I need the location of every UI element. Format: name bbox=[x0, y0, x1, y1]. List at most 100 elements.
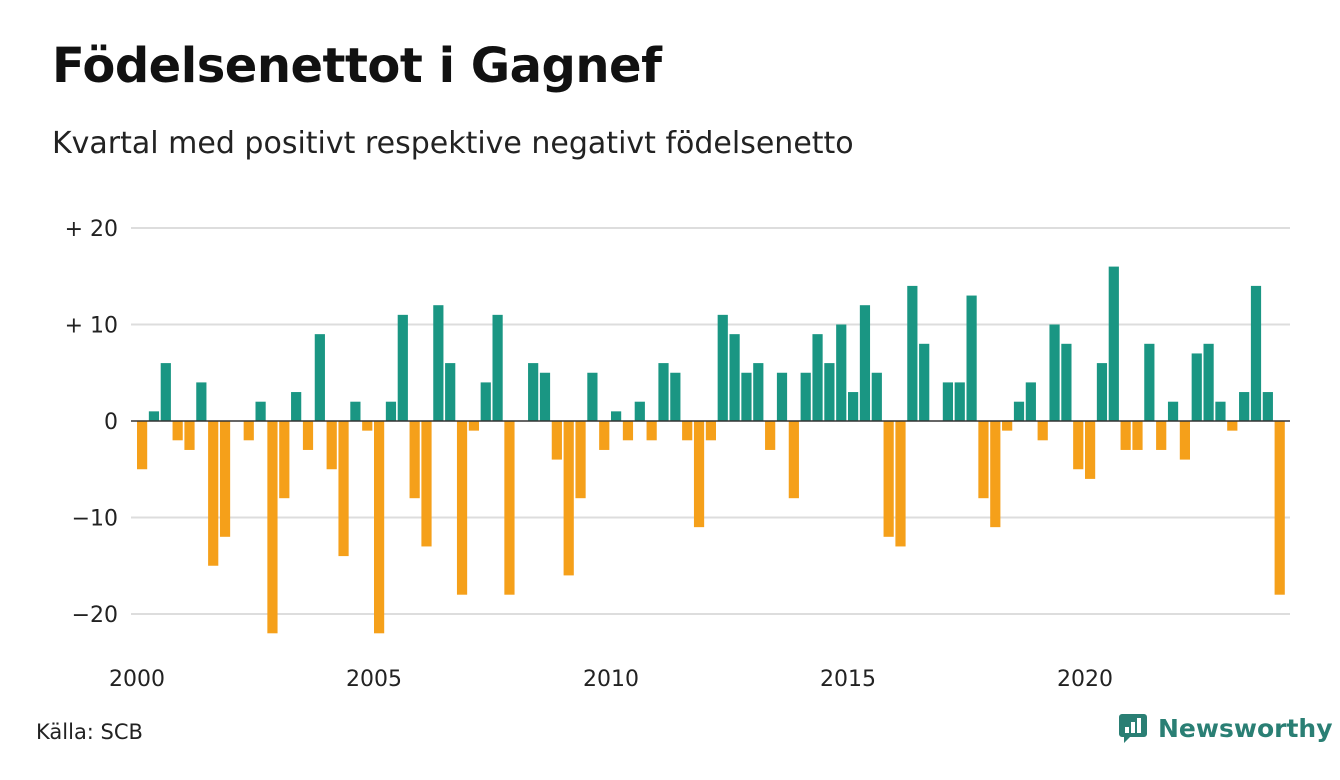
bar bbox=[575, 421, 586, 499]
y-tick-label: −10 bbox=[72, 507, 118, 532]
y-tick-label: + 20 bbox=[65, 217, 118, 242]
bar bbox=[551, 421, 562, 460]
bar bbox=[717, 314, 728, 421]
bar bbox=[966, 295, 977, 421]
bar bbox=[184, 421, 195, 450]
brand-logo: Newsworthy bbox=[1118, 712, 1333, 744]
x-tick-label: 2010 bbox=[583, 667, 639, 692]
bar bbox=[445, 363, 456, 421]
bar bbox=[528, 363, 539, 421]
chart-title: Födelsenettot i Gagnef bbox=[52, 38, 662, 94]
bar bbox=[1132, 421, 1143, 450]
source-note: Källa: SCB bbox=[36, 720, 143, 744]
bar bbox=[658, 363, 669, 421]
bar bbox=[1191, 353, 1202, 421]
bar bbox=[1108, 266, 1119, 421]
bar bbox=[812, 334, 823, 421]
bar bbox=[1262, 392, 1273, 421]
grid-lines bbox=[131, 227, 1290, 615]
bar bbox=[219, 421, 231, 537]
bar bbox=[907, 285, 918, 421]
bar bbox=[1085, 421, 1096, 479]
bar bbox=[433, 305, 444, 421]
bar bbox=[1120, 421, 1131, 450]
y-axis-labels: + 20 + 10 0 −10 −20 bbox=[65, 217, 118, 628]
bar bbox=[563, 421, 574, 576]
bar bbox=[267, 421, 278, 634]
bar bbox=[409, 421, 420, 499]
bar bbox=[919, 343, 930, 421]
bar bbox=[1274, 421, 1285, 595]
newsworthy-logo-icon bbox=[1119, 714, 1147, 743]
bar bbox=[196, 382, 207, 421]
bar bbox=[397, 314, 408, 421]
bar bbox=[148, 411, 160, 421]
bar bbox=[788, 421, 799, 499]
bar bbox=[753, 363, 764, 421]
y-tick-label: + 10 bbox=[65, 314, 118, 339]
y-tick-label: 0 bbox=[104, 410, 118, 435]
bar bbox=[1073, 421, 1084, 470]
bar bbox=[895, 421, 906, 547]
bar bbox=[1049, 324, 1060, 421]
bar bbox=[1179, 421, 1190, 460]
bar bbox=[1215, 401, 1226, 421]
bar bbox=[611, 411, 622, 421]
bar bbox=[646, 421, 657, 441]
bar bbox=[871, 372, 882, 421]
bar bbox=[1144, 343, 1155, 421]
bar bbox=[587, 372, 598, 421]
bar bbox=[1096, 363, 1108, 421]
brand-name: Newsworthy bbox=[1158, 713, 1333, 743]
bar bbox=[314, 334, 325, 421]
bar bbox=[1156, 421, 1167, 450]
bar bbox=[492, 314, 503, 421]
bar bbox=[693, 421, 705, 528]
bar bbox=[883, 421, 894, 537]
bar bbox=[1061, 343, 1072, 421]
bar bbox=[291, 392, 302, 421]
bar bbox=[942, 382, 953, 421]
bar bbox=[682, 421, 693, 441]
x-tick-label: 2000 bbox=[109, 667, 165, 692]
bar bbox=[385, 401, 397, 421]
x-tick-label: 2020 bbox=[1057, 667, 1113, 692]
bar bbox=[859, 305, 871, 421]
bar bbox=[954, 382, 965, 421]
bar bbox=[1167, 401, 1179, 421]
bar bbox=[836, 324, 847, 421]
bars bbox=[137, 266, 1285, 634]
bar bbox=[456, 421, 468, 595]
bar bbox=[1203, 343, 1214, 421]
bar bbox=[172, 421, 183, 441]
bar bbox=[208, 421, 219, 566]
bar bbox=[302, 421, 314, 450]
bar bbox=[978, 421, 989, 499]
bar bbox=[990, 421, 1001, 528]
bar bbox=[504, 421, 515, 595]
bar bbox=[1025, 382, 1036, 421]
bar bbox=[480, 382, 491, 421]
bar bbox=[350, 401, 361, 421]
bar bbox=[468, 421, 479, 431]
bar bbox=[622, 421, 634, 441]
x-tick-label: 2005 bbox=[346, 667, 402, 692]
bar bbox=[362, 421, 373, 431]
bar bbox=[705, 421, 716, 441]
bar bbox=[1250, 285, 1262, 421]
bar bbox=[1002, 421, 1013, 431]
chart-subtitle: Kvartal med positivt respektive negativt… bbox=[52, 126, 854, 161]
bar bbox=[670, 372, 681, 421]
bar bbox=[137, 421, 148, 470]
x-axis-labels: 2000 2005 2010 2015 2020 bbox=[109, 667, 1113, 692]
bar bbox=[243, 421, 254, 441]
bar bbox=[539, 372, 551, 421]
bar bbox=[729, 334, 740, 421]
x-tick-label: 2015 bbox=[820, 667, 876, 692]
y-tick-label: −20 bbox=[72, 603, 118, 628]
bar bbox=[800, 372, 811, 421]
bar bbox=[776, 372, 788, 421]
bar bbox=[1227, 421, 1238, 431]
bar bbox=[279, 421, 290, 499]
bar bbox=[1239, 392, 1250, 421]
